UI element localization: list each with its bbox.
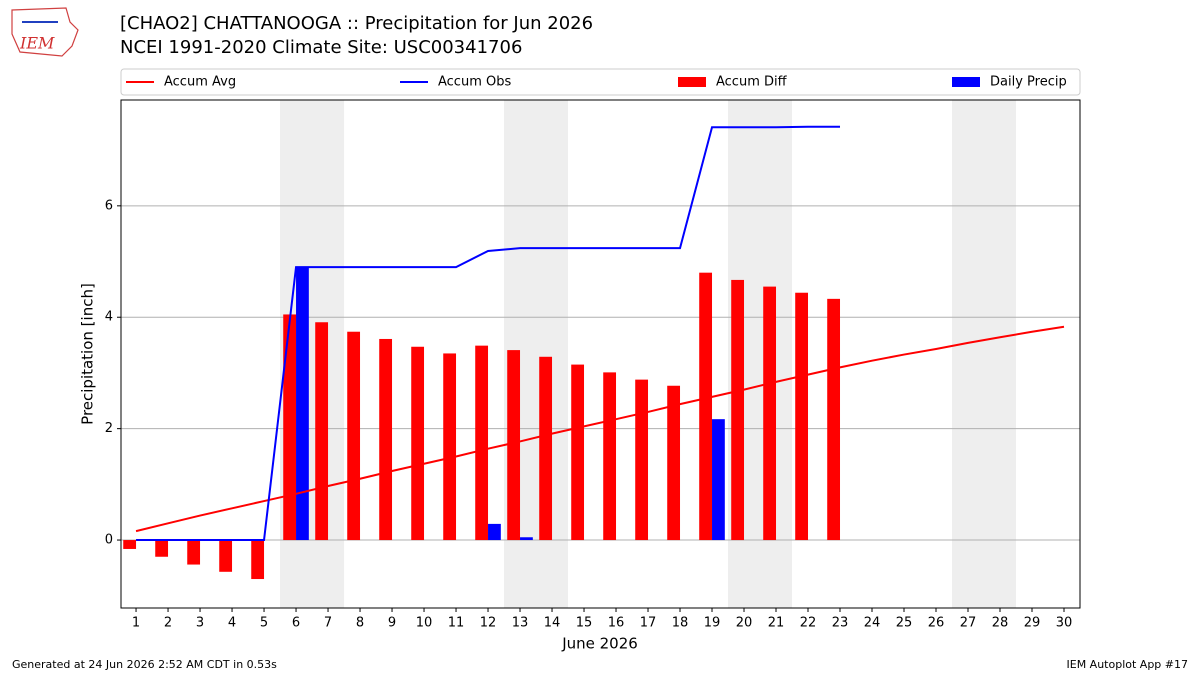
bar (712, 419, 725, 541)
y-tick-label: 6 (105, 198, 113, 213)
legend-label: Daily Precip (990, 75, 1067, 90)
x-tick-label: 20 (736, 616, 753, 631)
x-tick-label: 11 (448, 616, 465, 631)
bar (763, 286, 777, 541)
bar (520, 537, 533, 541)
x-tick-label: 6 (292, 616, 300, 631)
x-tick-label: 27 (960, 616, 977, 631)
x-tick-label: 22 (800, 616, 817, 631)
line (135, 325, 1065, 533)
bar (475, 345, 489, 541)
logo: IEM (11, 7, 79, 57)
x-tick-label: 1 (132, 616, 140, 631)
bar (379, 338, 393, 541)
bar (315, 322, 329, 541)
bar (795, 292, 809, 541)
bar (123, 540, 137, 549)
bar (603, 372, 617, 541)
legend-label: Accum Obs (438, 75, 511, 90)
x-tick-label: 18 (672, 616, 689, 631)
bar (667, 385, 681, 541)
legend-box (120, 68, 1081, 96)
bar (219, 540, 233, 572)
footer-right: IEM Autoplot App #17 (1067, 658, 1189, 671)
bar (296, 267, 309, 541)
bar (443, 353, 457, 541)
x-tick-label: 14 (544, 616, 561, 631)
x-tick-label: 8 (356, 616, 364, 631)
x-tick-label: 13 (512, 616, 529, 631)
x-tick-label: 25 (896, 616, 913, 631)
x-tick-label: 5 (260, 616, 268, 631)
x-tick-label: 16 (608, 616, 625, 631)
bar (251, 540, 265, 580)
y-tick-label: 0 (105, 533, 113, 548)
bar (488, 523, 501, 541)
x-tick-label: 23 (832, 616, 849, 631)
bar (731, 279, 745, 541)
x-tick-label: 7 (324, 616, 332, 631)
x-tick-label: 24 (864, 616, 881, 631)
bar (155, 540, 169, 557)
bar (187, 540, 201, 565)
bar (539, 356, 553, 541)
legend-swatch (952, 77, 980, 87)
x-axis-label: June 2026 (561, 635, 638, 653)
bar (699, 272, 713, 541)
x-tick-label: 17 (640, 616, 657, 631)
x-tick-label: 15 (576, 616, 593, 631)
y-tick-label: 2 (105, 421, 113, 436)
logo-text: IEM (19, 34, 55, 53)
bar (507, 350, 521, 541)
y-tick-label: 4 (105, 310, 113, 325)
footer-left: Generated at 24 Jun 2026 2:52 AM CDT in … (12, 658, 277, 671)
x-tick-label: 28 (992, 616, 1009, 631)
weekend-shade (952, 100, 1017, 608)
bar (635, 379, 649, 541)
x-tick-label: 2 (164, 616, 172, 631)
x-tick-label: 10 (416, 616, 433, 631)
y-axis-label: Precipitation [inch] (79, 283, 97, 425)
legend-swatch (678, 77, 706, 87)
chart-subtitle: NCEI 1991-2020 Climate Site: USC00341706 (120, 37, 522, 58)
x-tick-label: 21 (768, 616, 785, 631)
chart-title: [CHAO2] CHATTANOOGA :: Precipitation for… (120, 13, 593, 34)
line (136, 125, 841, 542)
x-tick-label: 3 (196, 616, 204, 631)
bar (347, 331, 361, 541)
bar (283, 314, 297, 541)
legend-label: Accum Diff (716, 75, 788, 90)
x-tick-label: 12 (480, 616, 497, 631)
bar (827, 298, 841, 541)
x-tick-label: 19 (704, 616, 721, 631)
bar (411, 346, 425, 541)
x-tick-label: 26 (928, 616, 945, 631)
x-tick-label: 4 (228, 616, 236, 631)
x-tick-label: 30 (1056, 616, 1073, 631)
x-tick-label: 9 (388, 616, 396, 631)
plot-frame (120, 99, 1081, 609)
bar (571, 364, 585, 541)
legend-label: Accum Avg (164, 75, 236, 90)
x-tick-label: 29 (1024, 616, 1041, 631)
